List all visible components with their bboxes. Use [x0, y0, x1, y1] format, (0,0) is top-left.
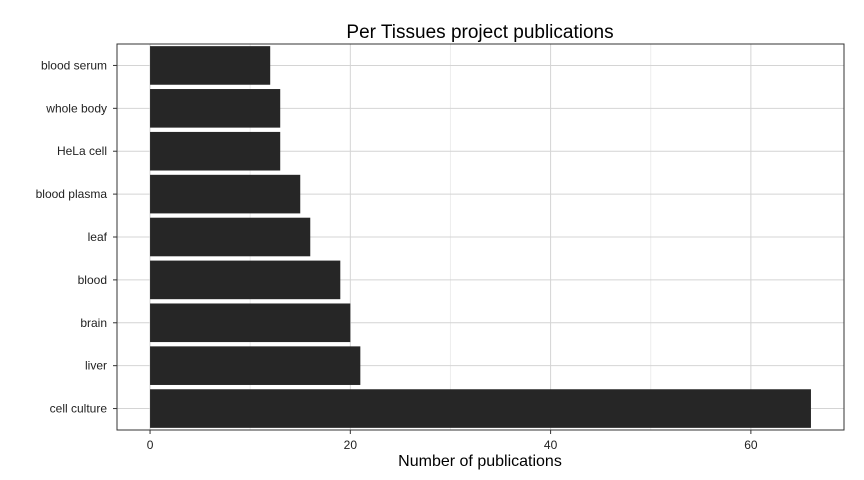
y-tick-label: whole body [45, 101, 107, 115]
bar-brain [150, 303, 351, 343]
x-axis-label: Number of publications [398, 453, 562, 470]
y-tick-label: brain [80, 316, 107, 330]
y-tick-label: blood serum [41, 58, 107, 72]
chart-title: Per Tissues project publications [346, 22, 613, 43]
bar-blood-plasma [150, 174, 301, 214]
bar-cell-culture [150, 389, 811, 428]
y-tick-label: leaf [88, 230, 108, 244]
x-tick-label: 20 [344, 438, 358, 452]
bar-hela-cell [150, 131, 281, 171]
y-tick-label: cell culture [50, 402, 108, 416]
x-tick-label: 60 [744, 438, 758, 452]
y-tick-label: blood [78, 273, 107, 287]
x-tick-label: 40 [544, 438, 558, 452]
plot-panel-border [116, 43, 845, 431]
bar-blood [150, 260, 341, 300]
y-tick-label: blood plasma [36, 187, 108, 201]
x-tick-label: 0 [147, 438, 154, 452]
bar-whole-body [150, 89, 281, 128]
bar-liver [150, 346, 361, 385]
y-axis-ticks: blood serum whole body HeLa cell blood plas… [36, 58, 117, 416]
y-tick-label: liver [85, 359, 107, 373]
bar-blood-serum [150, 46, 271, 85]
y-tick-label: HeLa cell [57, 144, 107, 158]
bar-leaf [150, 217, 311, 257]
bars [150, 46, 811, 428]
x-axis-ticks: 0 20 40 60 [147, 430, 758, 452]
